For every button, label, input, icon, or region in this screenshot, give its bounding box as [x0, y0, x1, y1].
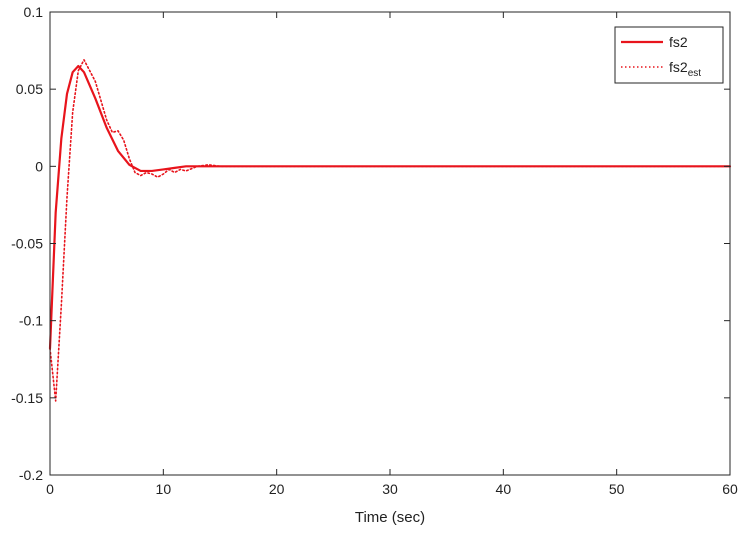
x-tick-label: 50 [609, 481, 625, 497]
legend-box [614, 26, 724, 84]
y-tick-label: 0 [35, 158, 43, 174]
y-tick-label: -0.15 [11, 390, 43, 406]
y-tick-label: -0.2 [19, 467, 43, 483]
axes-layer: 0 10 20 30 40 50 60 -0.2 -0.15 -0.1 -0.05 0 0.05 0.1 [11, 4, 738, 497]
x-tick-label: 40 [496, 481, 512, 497]
y-tick-label: -0.05 [11, 236, 43, 252]
series-line-estimated [49, 59, 731, 402]
legend-label-subscript: est [688, 68, 702, 79]
x-tick-label: 60 [722, 481, 738, 497]
series-layer [48, 59, 732, 402]
x-tick-label: 20 [269, 481, 285, 497]
y-tick-label: 0.1 [24, 4, 44, 20]
y-tick-label: 0.05 [16, 81, 43, 97]
y-tick-label: -0.1 [19, 313, 43, 329]
legend-label: fs2 [669, 34, 688, 50]
x-tick-label: 30 [382, 481, 398, 497]
plot-area [50, 12, 730, 475]
x-tick-label: 0 [46, 481, 54, 497]
x-tick-label: 10 [156, 481, 172, 497]
x-axis-label: Time (sec) [355, 509, 425, 526]
